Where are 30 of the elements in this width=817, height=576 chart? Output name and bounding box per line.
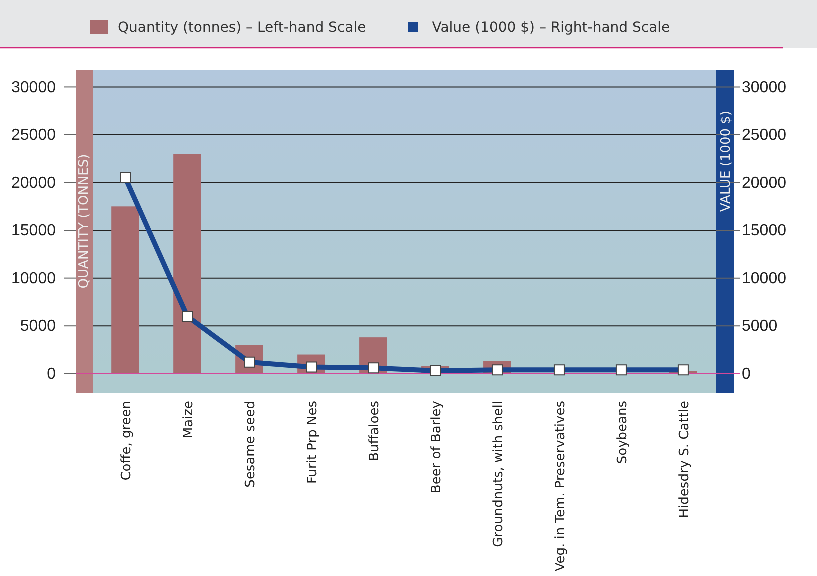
x-tick-label: Veg. in Tem. Preservatives [553,400,568,572]
bar [112,206,140,374]
x-tick-label: Furit Prp Nes [306,400,321,484]
x-tick-label: Hidesdry S. Cattle [677,401,692,518]
x-tick-label: Groundnuts, with shell [491,401,506,548]
y2-tick-label: 10000 [742,270,787,288]
y2-tick-label: 5000 [742,318,778,336]
y-tick-label: 0 [47,366,56,384]
y2-axis-title: VALUE (1000 $) [719,110,734,212]
y2-tick-label: 25000 [742,127,787,144]
legend-label: Quantity (tonnes) – Left-hand Scale [118,20,366,36]
y-tick-label: 30000 [12,79,56,96]
y2-tick-label: 30000 [742,79,787,96]
y2-tick-label: 20000 [742,174,787,192]
x-tick-label: Coffe, green [120,401,135,481]
y-tick-label: 15000 [12,222,56,240]
y-tick-label: 20000 [12,174,56,192]
x-tick-label: Buffaloes [368,400,383,462]
y-tick-label: 5000 [20,318,56,336]
y2-tick-label: 15000 [742,222,787,240]
x-tick-label: Beer of Barley [429,400,444,494]
x-tick-label: Soybeans [615,400,630,464]
x-tick-label: Maize [182,401,197,439]
y2-tick-label: 0 [742,366,751,384]
y-tick-label: 25000 [12,127,56,144]
legend-label: Value (1000 $) – Right-hand Scale [432,20,670,36]
x-tick-label: Sesame seed [244,401,259,488]
y-axis-title: QUANTITY (TONNES) [77,154,92,289]
bar [174,154,202,374]
y-tick-label: 10000 [12,270,56,288]
